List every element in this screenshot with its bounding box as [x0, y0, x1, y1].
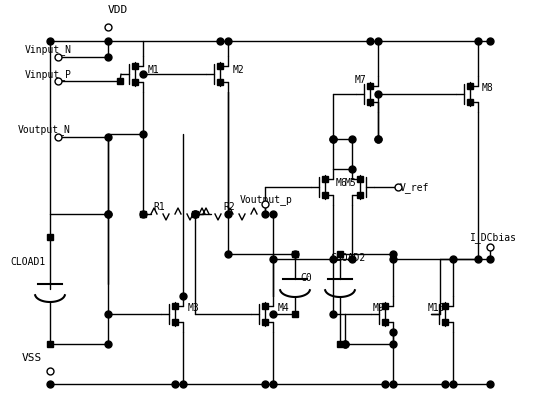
Text: R2: R2 — [223, 202, 235, 211]
Text: M2: M2 — [233, 65, 245, 75]
Text: M3: M3 — [188, 302, 200, 312]
Text: Vinput_P: Vinput_P — [25, 69, 72, 80]
Text: C0: C0 — [300, 272, 312, 282]
Text: M10: M10 — [428, 302, 445, 312]
Text: R1: R1 — [153, 202, 165, 211]
Text: M8: M8 — [482, 83, 494, 93]
Text: Voutput_p: Voutput_p — [240, 194, 293, 205]
Text: M7: M7 — [355, 75, 367, 85]
Text: M1: M1 — [148, 65, 160, 75]
Text: Vinput_N: Vinput_N — [25, 45, 72, 55]
Text: CLOAD2: CLOAD2 — [330, 252, 365, 262]
Text: M5: M5 — [345, 177, 357, 188]
Text: V_ref: V_ref — [400, 182, 429, 193]
Text: VSS: VSS — [22, 352, 42, 362]
Text: I_DCbias: I_DCbias — [470, 232, 517, 243]
Text: M9: M9 — [373, 302, 384, 312]
Text: M4: M4 — [278, 302, 290, 312]
Text: VDD: VDD — [108, 5, 128, 15]
Text: CLOAD1: CLOAD1 — [10, 256, 45, 266]
Text: Voutput_N: Voutput_N — [18, 124, 71, 135]
Text: M6: M6 — [336, 177, 348, 188]
